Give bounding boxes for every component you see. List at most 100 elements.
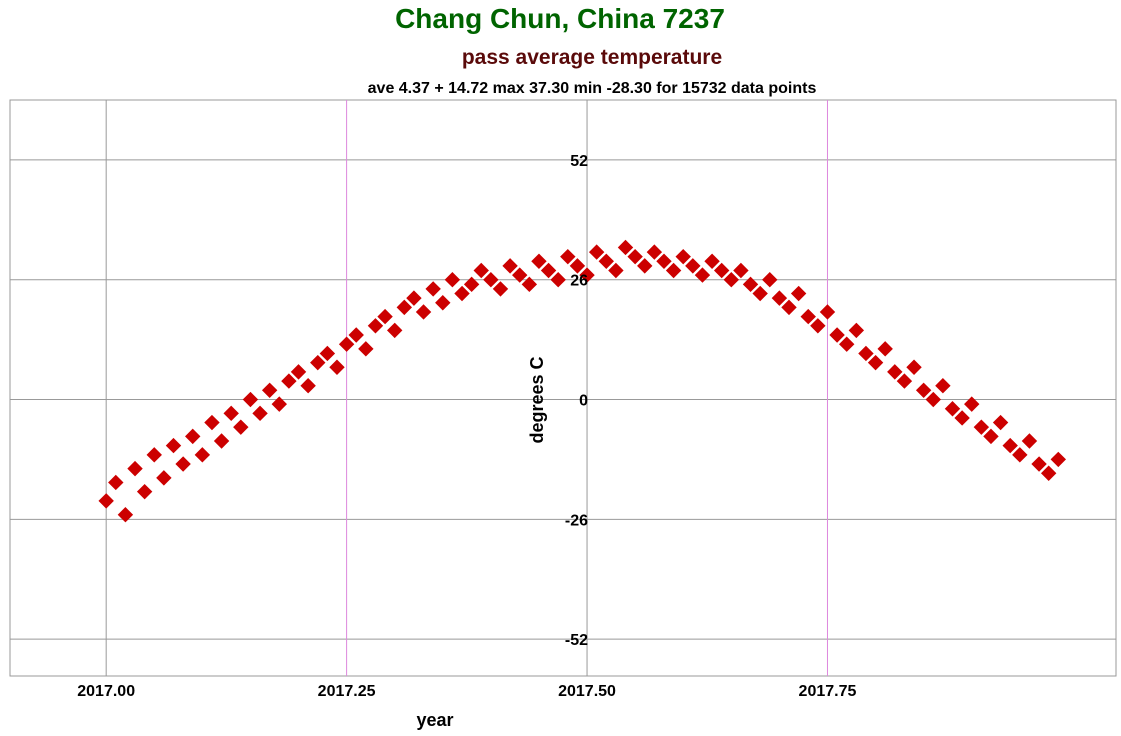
plot-frame [9,99,1117,677]
data-point [1050,451,1067,468]
data-point [454,285,470,302]
data-point [108,474,124,491]
data-point [742,276,759,293]
data-point [550,272,566,288]
y-tick-label: 26 [570,273,588,290]
data-point [656,253,672,269]
data-point [281,373,297,389]
data-point [223,405,239,422]
data-point [915,382,932,399]
data-point [261,382,278,399]
data-point [790,285,807,302]
data-point [367,318,384,334]
data-point [954,410,970,426]
data-point [175,456,191,472]
data-point [637,258,653,274]
data-point [377,308,393,325]
data-point [723,272,740,288]
data-point [252,405,268,422]
data-point [310,354,326,371]
data-point [704,253,720,269]
data-point [887,364,903,380]
data-point [829,327,845,343]
data-point [733,262,749,279]
data-point [338,336,355,352]
data-point [146,447,162,463]
grid-layer [9,99,1117,677]
data-point [329,359,345,375]
data-point [358,341,374,357]
data-point [521,276,538,293]
data-point [694,267,711,283]
data-point [819,304,836,320]
data-point [271,396,287,412]
data-point [415,304,432,320]
data-point [136,483,153,500]
data-point [848,322,865,339]
data-point [800,308,816,325]
data-point [588,244,605,260]
data-point [1021,433,1038,449]
data-point [781,299,797,316]
data-point [752,285,768,302]
chart-stats-line: ave 4.37 + 14.72 max 37.30 min -28.30 fo… [368,80,817,97]
data-point [242,391,259,408]
y-tick-label: 52 [570,153,588,170]
data-point [992,414,1009,431]
data-point [165,437,182,454]
data-point [973,419,990,435]
data-point [944,401,961,417]
data-point [540,262,557,279]
x-tick-label: 2017.00 [77,683,135,700]
data-point [194,447,211,463]
data-point [386,322,403,339]
data-point [713,262,730,279]
y-axis-label: degrees C [527,356,547,443]
data-point [396,299,413,316]
data-point [608,262,624,279]
data-point [685,258,701,274]
data-point [877,341,893,357]
data-point [1002,437,1018,454]
data-point [762,272,778,288]
data-point [213,433,230,449]
chart-subtitle: pass average temperature [462,46,722,69]
data-point [435,295,451,311]
y-tick-label: 0 [579,393,588,410]
data-point [531,253,547,269]
data-point [300,377,316,394]
data-point [810,318,826,334]
x-tick-label: 2017.25 [318,683,376,700]
data-point [473,262,489,279]
chart-title: Chang Chun, China 7237 [395,3,725,34]
data-point [964,396,980,412]
data-point [290,364,307,380]
data-point [463,276,480,293]
data-point [117,507,134,523]
data-point [1012,447,1028,463]
data-point [156,470,172,486]
data-point [127,460,143,477]
data-point [867,354,884,371]
data-point [406,290,422,306]
data-point [492,281,509,297]
x-tick-label: 2017.50 [558,683,616,700]
data-points-layer [98,239,1067,523]
data-point [348,327,364,343]
tick-labels-layer: 52 26 0 -26 -52 2017.00 2017.25 2017.50 2017.75 [77,153,856,700]
data-point [444,272,461,288]
x-axis-label: year [416,710,453,730]
data-point [98,493,114,509]
data-point [935,377,951,394]
data-point [665,262,682,279]
data-point [502,258,518,274]
data-point [858,345,874,362]
data-point [598,253,614,269]
data-point [319,345,336,362]
data-point [925,391,941,408]
data-point [483,272,499,288]
data-point [560,248,576,265]
data-point [1040,465,1057,481]
y-tick-label: -52 [565,632,588,649]
